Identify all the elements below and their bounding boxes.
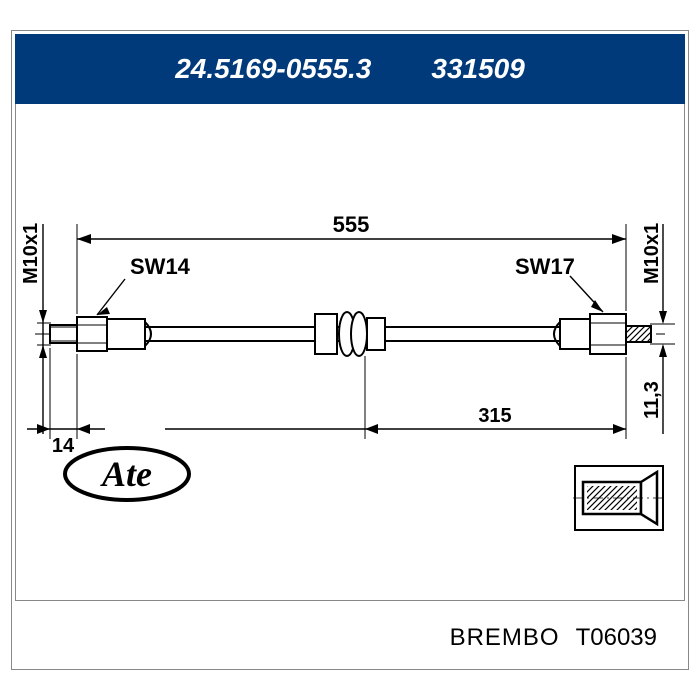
detail-view: [573, 466, 665, 530]
right-fitting: [554, 314, 651, 354]
left-wrench-label: SW14: [130, 254, 191, 279]
header-bar: 24.5169-0555.3 331509: [15, 34, 685, 104]
footer: BREMBO T06039: [15, 610, 685, 666]
logo-text: Ate: [100, 454, 152, 494]
thread-left-label: M10x1: [20, 223, 42, 284]
dim-overall-label: 555: [333, 212, 370, 237]
dia-right-label: 11,3: [641, 381, 663, 419]
technical-diagram: 555 SW14 SW17 M10x1 M10x1 11,3 14: [15, 104, 685, 601]
footer-brand: BREMBO: [450, 624, 560, 652]
middle-crimp: [315, 312, 385, 356]
sublength-label: 315: [478, 405, 511, 427]
right-wrench-label: SW17: [515, 254, 575, 279]
dim-thread-left: M10x1: [20, 223, 51, 434]
dim-sublength: 315: [165, 356, 626, 439]
footer-part: T06039: [576, 624, 657, 652]
header-partnum-1: 24.5169-0555.3: [175, 53, 371, 85]
header-partnum-2: 331509: [431, 53, 524, 85]
left-fitting: [50, 317, 151, 351]
thread-right-label: M10x1: [641, 223, 663, 284]
sw14-leader: [97, 279, 125, 315]
ate-logo: Ate: [62, 440, 192, 508]
